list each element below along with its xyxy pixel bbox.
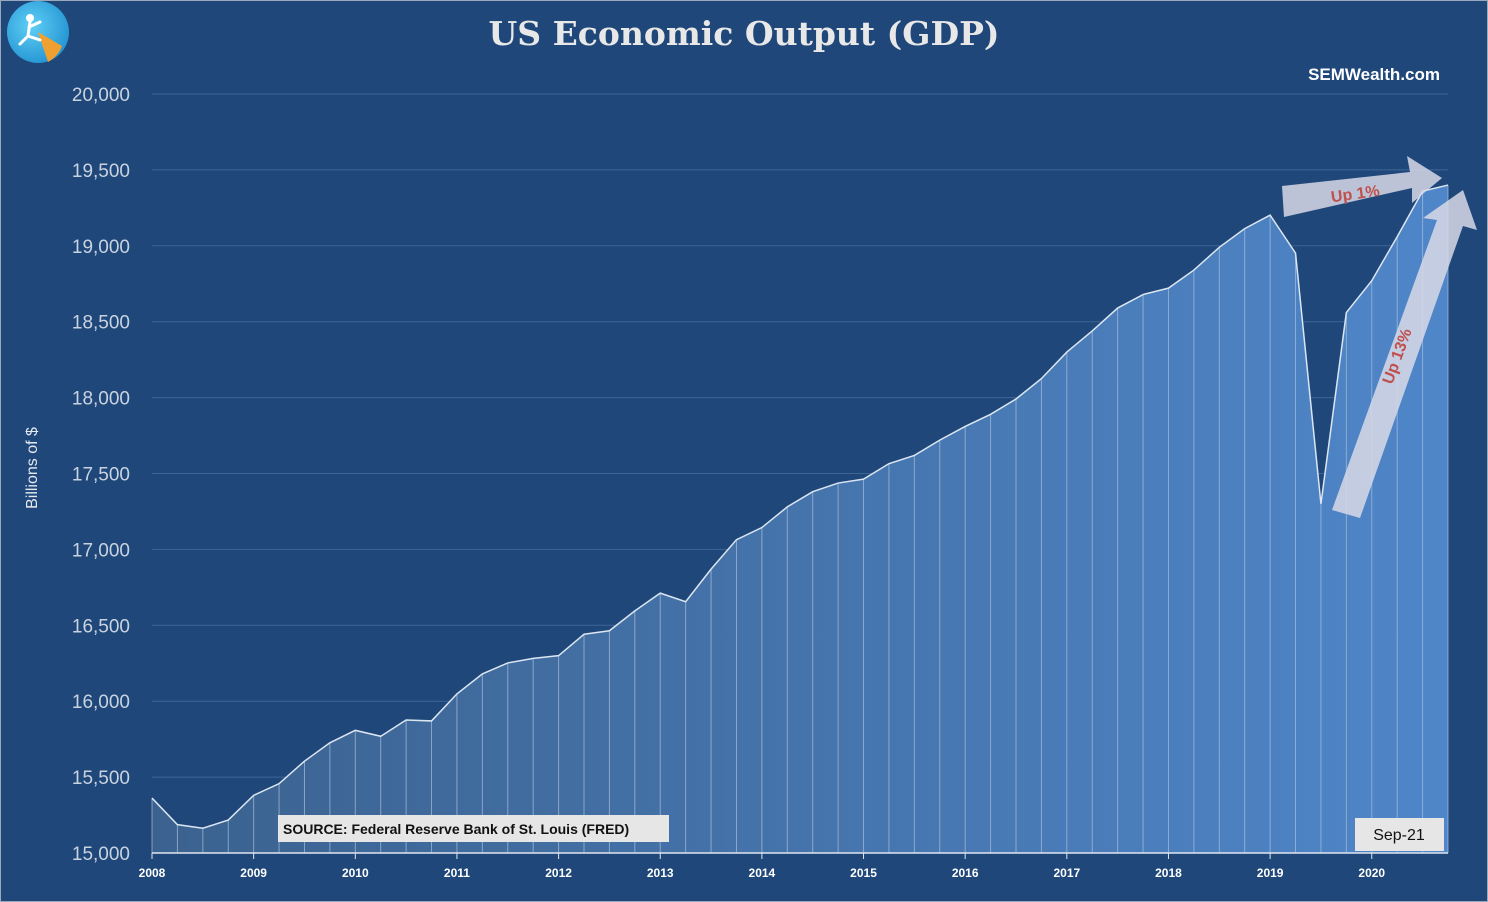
up-1pct-arrow: Up 1%	[1282, 156, 1442, 217]
y-axis-label: Billions of $	[24, 427, 41, 509]
y-tick-label: 18,000	[72, 389, 130, 410]
axes: 15,000 15,500 16,000 16,500 17,000 17,500 18,0…	[72, 85, 1448, 880]
x-tick-label: 2013	[647, 866, 674, 880]
x-tick-label: 2018	[1155, 866, 1182, 880]
y-tick-label: 17,500	[72, 465, 130, 486]
y-tick-label: 16,500	[72, 616, 130, 637]
y-tick-label: 19,500	[72, 161, 130, 182]
y-tick-label: 18,500	[72, 313, 130, 334]
x-tick-label: 2020	[1358, 866, 1385, 880]
x-tick-label: 2015	[850, 866, 877, 880]
y-tick-label: 16,000	[72, 692, 130, 713]
y-tick-label: 19,000	[72, 237, 130, 258]
y-tick-label: 15,500	[72, 768, 130, 789]
x-tick-label: 2012	[545, 866, 572, 880]
brand-text: SEMWealth.com	[1308, 65, 1440, 84]
x-tick-label: 2016	[952, 866, 979, 880]
y-tick-label: 17,000	[72, 540, 130, 561]
source-text: SOURCE: Federal Reserve Bank of St. Loui…	[283, 821, 629, 837]
date-box: Sep-21	[1355, 818, 1444, 851]
y-tick-label: 20,000	[72, 85, 130, 106]
semwealth-logo	[7, 1, 69, 63]
x-tick-label: 2017	[1053, 866, 1080, 880]
x-tick-label: 2011	[444, 866, 470, 880]
x-tick-label: 2019	[1257, 866, 1284, 880]
x-tick-label: 2009	[240, 866, 267, 880]
date-text: Sep-21	[1373, 827, 1425, 844]
x-tick-label: 2008	[139, 866, 166, 880]
gdp-area	[151, 184, 1449, 853]
chart-title: US Economic Output (GDP)	[488, 14, 999, 53]
gdp-area-fill	[152, 185, 1448, 853]
gdp-series-line	[151, 184, 1449, 830]
source-box: SOURCE: Federal Reserve Bank of St. Loui…	[278, 815, 669, 842]
x-tick-label: 2010	[342, 866, 369, 880]
y-tick-label: 15,000	[72, 844, 130, 865]
up-1pct-label: Up 1%	[1330, 183, 1381, 207]
x-tick-label: 2014	[749, 866, 776, 880]
